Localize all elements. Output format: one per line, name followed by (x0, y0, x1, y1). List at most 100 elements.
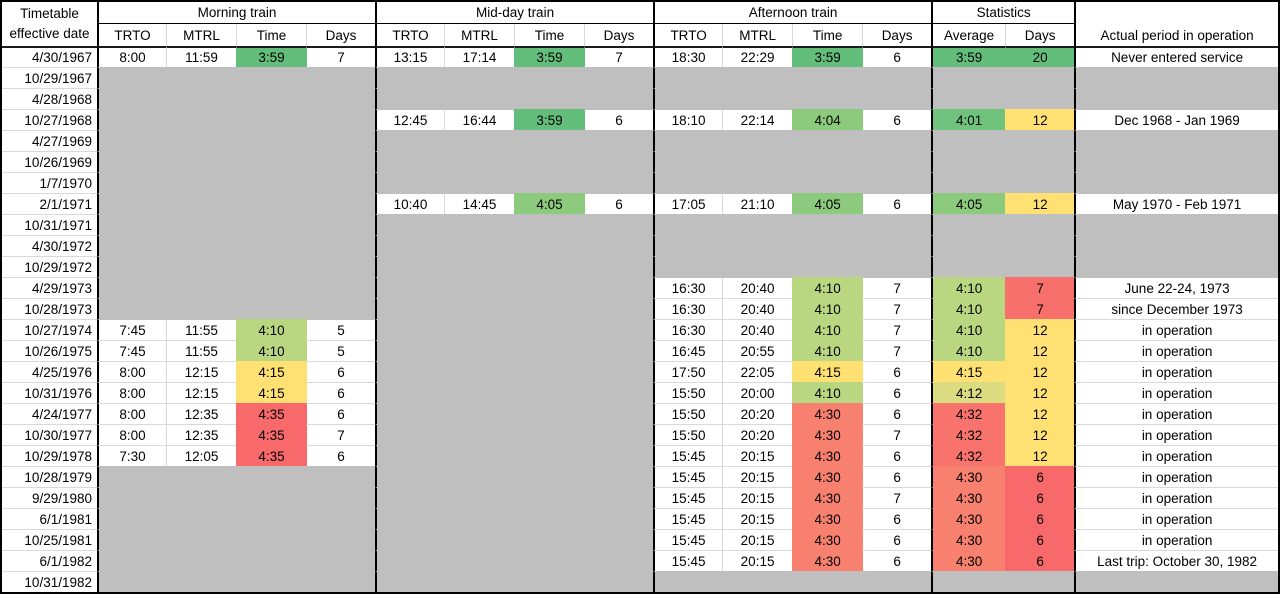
cell-empty[interactable] (97, 571, 166, 592)
cell-mtrl[interactable]: 20:40 (722, 319, 793, 340)
cell-empty[interactable] (97, 109, 166, 130)
cell-time[interactable]: 4:30 (792, 403, 863, 424)
cell-empty[interactable] (97, 508, 166, 529)
cell-empty[interactable] (375, 235, 445, 256)
cell-empty[interactable] (97, 193, 166, 214)
cell-period[interactable]: Dec 1968 - Jan 1969 (1074, 109, 1279, 130)
cell-empty[interactable] (166, 466, 236, 487)
cell-empty[interactable] (722, 235, 793, 256)
cell-empty[interactable] (722, 172, 793, 193)
cell-trto[interactable]: 7:45 (97, 319, 166, 340)
cell-mtrl[interactable]: 11:55 (166, 319, 236, 340)
cell-empty[interactable] (862, 151, 932, 172)
cell-stats-days[interactable]: 12 (1005, 340, 1075, 361)
cell-empty[interactable] (584, 235, 654, 256)
cell-mtrl[interactable]: 12:05 (166, 445, 236, 466)
cell-trto[interactable]: 16:30 (653, 319, 723, 340)
cell-empty[interactable] (514, 130, 585, 151)
cell-mtrl[interactable]: 14:45 (444, 193, 515, 214)
cell-empty[interactable] (166, 508, 236, 529)
cell-empty[interactable] (514, 151, 585, 172)
cell-time[interactable]: 4:05 (792, 193, 863, 214)
cell-trto[interactable]: 17:50 (653, 361, 723, 382)
cell-period[interactable]: in operation (1074, 361, 1279, 382)
cell-mtrl[interactable]: 21:10 (722, 193, 793, 214)
cell-empty[interactable] (444, 550, 515, 571)
cell-empty[interactable] (166, 214, 236, 235)
cell-average[interactable]: 4:01 (931, 109, 1006, 130)
cell-stats-days[interactable]: 6 (1005, 487, 1075, 508)
cell-date[interactable]: 10/29/1972 (2, 256, 97, 277)
col-header-midday-mtrl[interactable]: MTRL (444, 24, 515, 46)
cell-empty[interactable] (584, 319, 654, 340)
cell-trto[interactable]: 13:15 (375, 46, 445, 67)
cell-empty[interactable] (653, 214, 723, 235)
cell-trto[interactable]: 8:00 (97, 403, 166, 424)
cell-empty[interactable] (166, 487, 236, 508)
cell-empty[interactable] (584, 508, 654, 529)
cell-trto[interactable]: 15:50 (653, 403, 723, 424)
cell-mtrl[interactable]: 22:14 (722, 109, 793, 130)
cell-mtrl[interactable]: 12:35 (166, 424, 236, 445)
cell-empty[interactable] (722, 214, 793, 235)
cell-trto[interactable]: 7:45 (97, 340, 166, 361)
cell-date[interactable]: 10/28/1979 (2, 466, 97, 487)
col-header-midday-days[interactable]: Days (584, 24, 654, 46)
cell-empty[interactable] (1074, 571, 1279, 592)
cell-empty[interactable] (306, 88, 376, 109)
cell-time[interactable]: 4:04 (792, 109, 863, 130)
cell-empty[interactable] (514, 445, 585, 466)
cell-time[interactable]: 4:30 (792, 529, 863, 550)
cell-empty[interactable] (514, 214, 585, 235)
cell-empty[interactable] (584, 424, 654, 445)
cell-period[interactable]: in operation (1074, 424, 1279, 445)
cell-empty[interactable] (584, 298, 654, 319)
cell-stats-days[interactable]: 6 (1005, 550, 1075, 571)
cell-time[interactable]: 3:59 (514, 46, 585, 67)
cell-empty[interactable] (166, 298, 236, 319)
cell-average[interactable]: 4:32 (931, 403, 1006, 424)
cell-trto[interactable]: 18:30 (653, 46, 723, 67)
cell-empty[interactable] (514, 340, 585, 361)
cell-empty[interactable] (1005, 151, 1075, 172)
cell-empty[interactable] (375, 508, 445, 529)
cell-mtrl[interactable]: 20:15 (722, 466, 793, 487)
cell-empty[interactable] (375, 214, 445, 235)
cell-empty[interactable] (306, 214, 376, 235)
cell-empty[interactable] (1074, 67, 1279, 88)
cell-empty[interactable] (306, 235, 376, 256)
cell-empty[interactable] (862, 67, 932, 88)
cell-time[interactable]: 4:05 (514, 193, 585, 214)
cell-empty[interactable] (931, 67, 1006, 88)
cell-stats-days[interactable]: 7 (1005, 277, 1075, 298)
cell-empty[interactable] (514, 256, 585, 277)
cell-time[interactable]: 3:59 (514, 109, 585, 130)
cell-empty[interactable] (375, 151, 445, 172)
cell-empty[interactable] (306, 130, 376, 151)
cell-mtrl[interactable]: 20:00 (722, 382, 793, 403)
cell-empty[interactable] (306, 571, 376, 592)
cell-empty[interactable] (444, 361, 515, 382)
cell-empty[interactable] (514, 172, 585, 193)
col-header-stats-days[interactable]: Days (1005, 24, 1075, 46)
cell-trto[interactable]: 10:40 (375, 193, 445, 214)
cell-time[interactable]: 4:35 (236, 424, 306, 445)
cell-date[interactable]: 4/27/1969 (2, 130, 97, 151)
cell-average[interactable]: 4:32 (931, 424, 1006, 445)
cell-empty[interactable] (1074, 256, 1279, 277)
cell-trto[interactable]: 16:30 (653, 298, 723, 319)
cell-empty[interactable] (97, 550, 166, 571)
cell-empty[interactable] (584, 172, 654, 193)
cell-empty[interactable] (584, 214, 654, 235)
cell-time[interactable]: 4:10 (792, 319, 863, 340)
cell-empty[interactable] (236, 193, 306, 214)
cell-empty[interactable] (444, 424, 515, 445)
cell-empty[interactable] (514, 466, 585, 487)
cell-mtrl[interactable]: 22:05 (722, 361, 793, 382)
cell-empty[interactable] (166, 193, 236, 214)
cell-empty[interactable] (166, 172, 236, 193)
cell-empty[interactable] (166, 130, 236, 151)
cell-empty[interactable] (584, 130, 654, 151)
cell-empty[interactable] (1074, 172, 1279, 193)
cell-empty[interactable] (97, 487, 166, 508)
